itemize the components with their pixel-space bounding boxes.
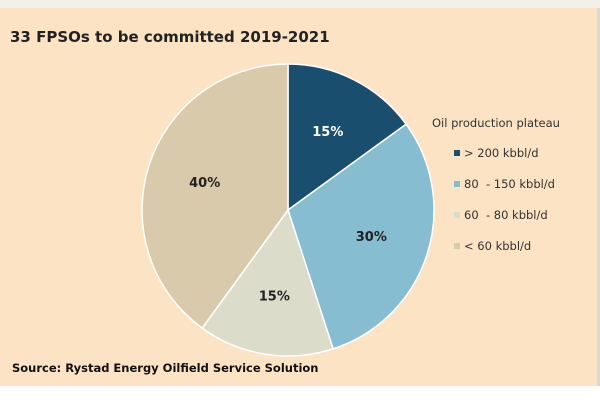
legend-label-1: > 200 kbbl/d bbox=[464, 146, 539, 160]
legend-swatch-3 bbox=[454, 212, 460, 218]
chart-title: 33 FPSOs to be committed 2019-2021 bbox=[10, 28, 330, 46]
slice-value-label-1: 15% bbox=[312, 125, 343, 140]
legend-label-2: 80 - 150 kbbl/d bbox=[464, 177, 555, 191]
legend-swatch-1 bbox=[454, 150, 460, 156]
legend-swatch-2 bbox=[454, 181, 460, 187]
top-border bbox=[0, 0, 600, 8]
legend-label-4: < 60 kbbl/d bbox=[464, 239, 531, 253]
bottom-border bbox=[0, 386, 600, 400]
pie-slice-1 bbox=[287, 63, 408, 212]
slice-value-label-4: 40% bbox=[189, 176, 220, 191]
pie-slice-2 bbox=[287, 123, 435, 350]
source-note: Source: Rystad Energy Oilfield Service S… bbox=[12, 361, 319, 375]
pie-slice-4 bbox=[141, 63, 289, 330]
pie-slice-3 bbox=[201, 208, 335, 357]
slice-value-label-2: 30% bbox=[356, 230, 387, 245]
legend-label-3: 60 - 80 kbbl/d bbox=[464, 208, 548, 222]
slice-value-label-3: 15% bbox=[259, 290, 290, 305]
legend-title: Oil production plateau bbox=[432, 116, 560, 130]
legend-swatch-4 bbox=[454, 243, 460, 249]
